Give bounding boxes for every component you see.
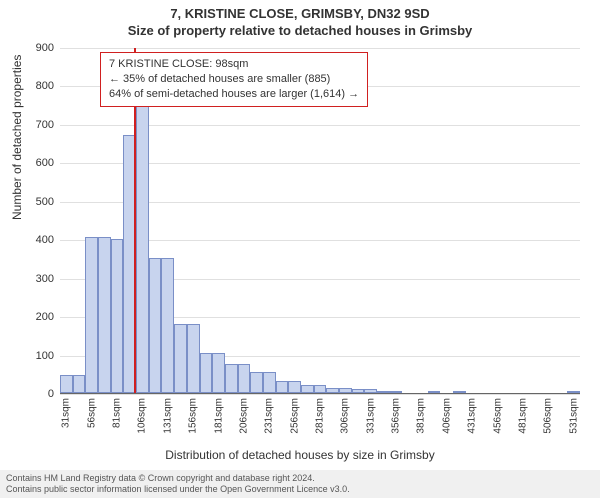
histogram-bar xyxy=(187,324,200,393)
y-tick-label: 500 xyxy=(36,196,54,208)
annotation-line: ← 35% of detached houses are smaller (88… xyxy=(109,72,359,87)
histogram-bar xyxy=(377,391,390,393)
annotation-line: 64% of semi-detached houses are larger (… xyxy=(109,87,359,102)
x-tick-label: 306sqm xyxy=(340,398,351,434)
x-tick-label: 256sqm xyxy=(289,398,300,434)
attribution-footer: Contains HM Land Registry data © Crown c… xyxy=(0,470,600,499)
x-tick-label: 81sqm xyxy=(112,398,123,428)
x-tick-label: 481sqm xyxy=(517,398,528,434)
x-tick-label: 31sqm xyxy=(61,398,72,428)
histogram-bar xyxy=(314,385,327,393)
histogram-bar xyxy=(60,375,73,393)
y-tick-label: 0 xyxy=(48,388,54,400)
histogram-bar xyxy=(149,258,162,393)
x-tick-label: 531sqm xyxy=(568,398,579,434)
histogram-bar xyxy=(301,385,314,393)
histogram-bar xyxy=(326,388,339,393)
chart-subtitle: Size of property relative to detached ho… xyxy=(0,21,600,38)
histogram-bar xyxy=(276,381,289,393)
x-tick-label: 231sqm xyxy=(264,398,275,434)
x-tick-label: 156sqm xyxy=(188,398,199,434)
histogram-bar xyxy=(161,258,174,393)
x-tick-label: 181sqm xyxy=(213,398,224,434)
histogram-bar xyxy=(428,391,441,393)
chart-container: 7, KRISTINE CLOSE, GRIMSBY, DN32 9SD Siz… xyxy=(0,0,600,500)
page-title: 7, KRISTINE CLOSE, GRIMSBY, DN32 9SD xyxy=(0,0,600,21)
histogram-bar xyxy=(390,391,403,393)
gridline xyxy=(60,48,580,49)
x-tick-label: 381sqm xyxy=(416,398,427,434)
histogram-bar xyxy=(73,375,86,393)
y-tick-label: 900 xyxy=(36,42,54,54)
histogram-bar xyxy=(111,239,124,393)
histogram-bar xyxy=(98,237,111,393)
footer-line: Contains public sector information licen… xyxy=(6,484,594,495)
x-tick-label: 431sqm xyxy=(467,398,478,434)
y-tick-label: 200 xyxy=(36,311,54,323)
histogram-bar xyxy=(85,237,98,393)
histogram-bar xyxy=(567,391,580,393)
y-tick-label: 600 xyxy=(36,157,54,169)
histogram-bar xyxy=(263,372,276,393)
x-tick-label: 106sqm xyxy=(137,398,148,434)
x-tick-label: 406sqm xyxy=(441,398,452,434)
gridline xyxy=(60,394,580,395)
histogram-bar xyxy=(352,389,365,393)
histogram-bar xyxy=(225,364,238,393)
x-tick-label: 506sqm xyxy=(543,398,554,434)
histogram-bar xyxy=(212,353,225,393)
y-tick-label: 100 xyxy=(36,350,54,362)
x-axis-label: Distribution of detached houses by size … xyxy=(0,448,600,462)
histogram-bar xyxy=(339,388,352,393)
histogram-bar xyxy=(250,372,263,393)
histogram-bar xyxy=(136,80,149,393)
footer-line: Contains HM Land Registry data © Crown c… xyxy=(6,473,594,484)
x-tick-label: 331sqm xyxy=(365,398,376,434)
x-tick-label: 56sqm xyxy=(86,398,97,428)
y-tick-label: 800 xyxy=(36,80,54,92)
annotation-line: 7 KRISTINE CLOSE: 98sqm xyxy=(109,57,359,72)
histogram-bar xyxy=(364,389,377,393)
y-tick-label: 300 xyxy=(36,273,54,285)
y-tick-label: 400 xyxy=(36,234,54,246)
histogram-bar xyxy=(174,324,187,393)
x-tick-label: 281sqm xyxy=(315,398,326,434)
x-tick-label: 131sqm xyxy=(162,398,173,434)
histogram-bar xyxy=(288,381,301,393)
y-tick-label: 700 xyxy=(36,119,54,131)
histogram-bar xyxy=(238,364,251,393)
x-tick-label: 206sqm xyxy=(238,398,249,434)
y-axis-label: Number of detached properties xyxy=(10,55,24,220)
annotation-callout: 7 KRISTINE CLOSE: 98sqm ← 35% of detache… xyxy=(100,52,368,107)
x-tick-label: 456sqm xyxy=(492,398,503,434)
histogram-bar xyxy=(453,391,466,393)
x-tick-label: 356sqm xyxy=(391,398,402,434)
histogram-bar xyxy=(200,353,213,393)
